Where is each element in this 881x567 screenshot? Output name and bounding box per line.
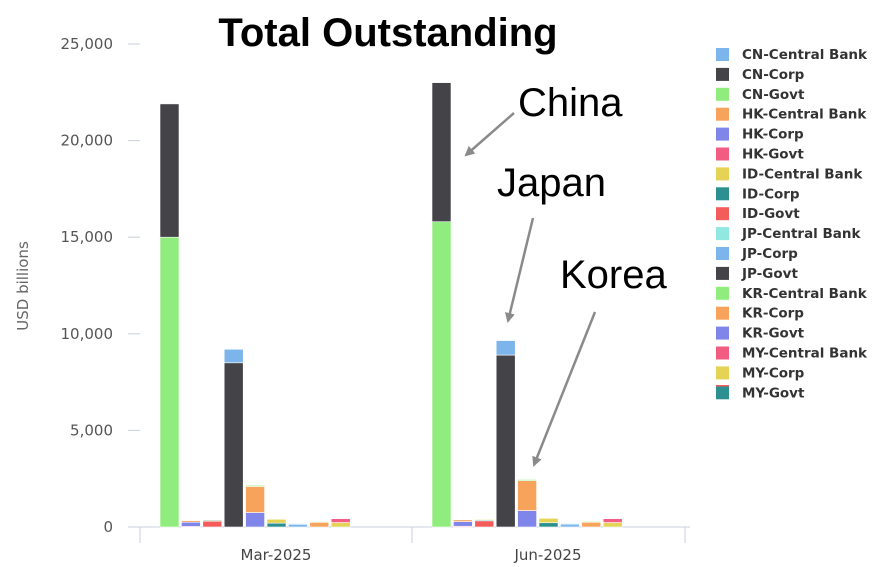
bar-jp-corp-jun-2025 xyxy=(495,340,516,356)
legend-label: ID-Central Bank xyxy=(742,166,863,182)
bar-ph-corp-mar-2025 xyxy=(288,523,308,525)
legend-label: ID-Govt xyxy=(742,206,800,222)
bar-kr-central-bank-jun-2025 xyxy=(517,479,537,481)
legend-label: KR-Govt xyxy=(742,326,805,342)
bar-hk-corp-mar-2025 xyxy=(181,521,201,527)
y-tick-label: 20,000 xyxy=(61,132,114,150)
bar-my-govt-jun-2025 xyxy=(538,522,559,528)
legend-swatch xyxy=(716,87,729,101)
bar-ph-corp-jun-2025 xyxy=(560,523,580,525)
legend-label: HK-Central Bank xyxy=(742,107,867,123)
legend-label: JP-Corp xyxy=(741,246,798,262)
legend-swatch xyxy=(716,346,729,360)
bar-id-govt-jun-2025 xyxy=(474,520,495,528)
legend: CN-Central Bank CN-Corp CN-Govt HK-Central … xyxy=(716,47,868,401)
annotation-korea: Korea xyxy=(560,253,667,297)
bar-th-govt-jun-2025 xyxy=(602,522,623,528)
legend-label: HK-Govt xyxy=(742,147,804,163)
legend-swatch xyxy=(716,127,729,141)
legend-swatch xyxy=(716,266,729,280)
legend-swatch xyxy=(716,187,729,201)
legend-swatch xyxy=(716,48,729,61)
y-axis: 0 5,000 10,000 15,000 20,000 25,000 xyxy=(61,35,140,536)
legend-label: ID-Corp xyxy=(742,186,800,202)
annotation-china: China xyxy=(518,81,623,125)
bar-jp-govt-mar-2025 xyxy=(223,362,244,528)
bar-kr-central-bank-mar-2025 xyxy=(245,484,265,487)
legend-label: JP-Central Bank xyxy=(741,226,862,242)
bar-kr-corp-mar-2025 xyxy=(245,486,265,513)
legend-swatch-cutoff xyxy=(716,385,729,387)
annotation-japan: Japan xyxy=(497,161,606,205)
bar-id-govt-mar-2025 xyxy=(202,520,223,528)
y-tick-label: 25,000 xyxy=(61,35,114,53)
bar-jp-govt-jun-2025 xyxy=(495,354,516,528)
legend-label: CN-Govt xyxy=(742,87,805,103)
annotation-arrow xyxy=(505,217,535,323)
bar-hk-corp-jun-2025 xyxy=(453,521,473,527)
y-tick-label: 10,000 xyxy=(61,325,114,343)
chart-title: Total Outstanding xyxy=(218,11,557,55)
bar-sg-govt-jun-2025 xyxy=(581,521,602,528)
legend-swatch xyxy=(716,366,729,380)
legend-swatch xyxy=(716,167,729,181)
legend-swatch xyxy=(716,107,729,121)
bar-id-central-bank-jun-2025 xyxy=(474,518,495,521)
legend-label: KR-Corp xyxy=(742,306,804,322)
bar-kr-govt-mar-2025 xyxy=(245,512,265,528)
legend-label: KR-Central Bank xyxy=(742,286,868,302)
bar-series xyxy=(159,82,623,528)
bar-th-corp-jun-2025 xyxy=(602,518,623,523)
bar-cn-govt-mar-2025 xyxy=(159,236,180,528)
legend-label: MY-Central Bank xyxy=(742,346,868,362)
bar-my-corp-jun-2025 xyxy=(538,518,559,524)
legend-label: JP-Govt xyxy=(741,266,798,282)
legend-swatch xyxy=(716,286,729,300)
y-axis-title: USD billions xyxy=(14,241,32,331)
x-tick-label: Mar-2025 xyxy=(241,546,312,564)
bar-jp-corp-mar-2025 xyxy=(223,348,244,364)
bar-th-govt-mar-2025 xyxy=(330,522,351,528)
bar-cn-corp-mar-2025 xyxy=(159,103,180,238)
bar-sg-govt-mar-2025 xyxy=(309,521,330,528)
bar-hk-central-bank-mar-2025 xyxy=(181,520,201,523)
legend-swatch xyxy=(716,67,729,81)
legend-swatch xyxy=(716,207,729,221)
bar-my-govt-mar-2025 xyxy=(266,522,287,528)
bar-cn-govt-jun-2025 xyxy=(431,221,452,528)
bar-sg-corp-mar-2025 xyxy=(309,521,330,523)
bar-kr-corp-jun-2025 xyxy=(517,480,537,511)
bar-th-corp-mar-2025 xyxy=(330,518,351,523)
y-tick-label: 15,000 xyxy=(61,228,114,246)
legend-swatch xyxy=(716,386,729,400)
bar-id-central-bank-mar-2025 xyxy=(202,519,223,521)
legend-swatch xyxy=(716,147,729,161)
bar-cn-corp-jun-2025 xyxy=(431,82,452,223)
legend-swatch xyxy=(716,247,729,260)
bar-my-corp-mar-2025 xyxy=(266,518,287,524)
x-axis: Mar-2025 Jun-2025 xyxy=(139,526,690,564)
annotation-arrow xyxy=(464,112,515,157)
legend-label: MY-Govt xyxy=(742,385,805,401)
legend-swatch xyxy=(716,306,729,320)
legend-label: CN-Central Bank xyxy=(742,47,868,63)
bar-kr-govt-jun-2025 xyxy=(517,510,537,528)
legend-swatch xyxy=(716,326,729,340)
bar-sg-corp-jun-2025 xyxy=(581,521,602,523)
legend-swatch xyxy=(716,227,729,241)
annotations: China Japan Korea xyxy=(464,81,667,467)
legend-label: CN-Corp xyxy=(742,67,805,83)
legend-label: MY-Corp xyxy=(742,365,805,381)
annotation-arrow xyxy=(532,311,597,467)
y-tick-label: 5,000 xyxy=(70,421,113,439)
y-tick-label: 0 xyxy=(103,518,113,536)
bar-hk-central-bank-jun-2025 xyxy=(453,519,473,522)
x-tick-label: Jun-2025 xyxy=(513,546,581,564)
legend-label: HK-Corp xyxy=(742,127,804,143)
